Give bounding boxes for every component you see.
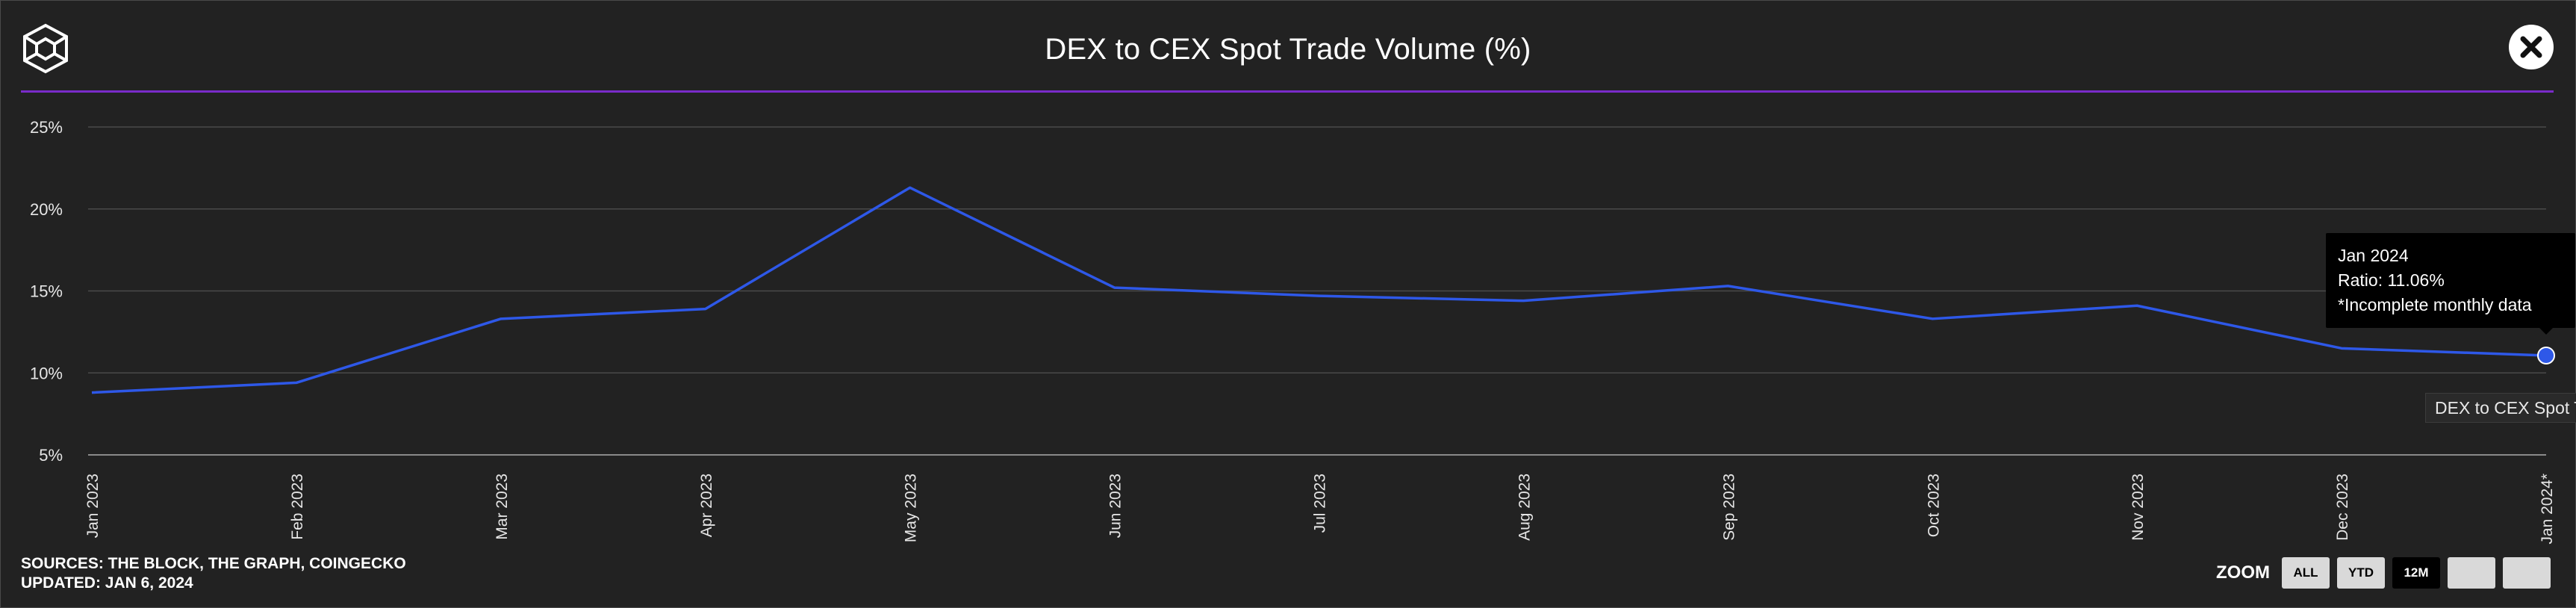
y-tick-label: 20%: [30, 200, 63, 219]
highlighted-data-point: [2537, 346, 2555, 365]
zoom-label: ZOOM: [2216, 562, 2270, 583]
tooltip-pointer: [2539, 327, 2554, 335]
y-tick-label: 5%: [39, 446, 63, 465]
tooltip-ratio: Ratio: 11.06%: [2338, 270, 2445, 290]
chart-header: DEX to CEX Spot Trade Volume (%): [0, 0, 2576, 93]
tooltip-note: *Incomplete monthly data: [2338, 295, 2532, 314]
chart-footer: SOURCES: THE BLOCK, THE GRAPH, COINGECKO…: [21, 554, 406, 593]
header-divider: [21, 90, 2554, 93]
zoom-all-button[interactable]: ALL: [2282, 557, 2330, 589]
x-tick-label: Jan 2023: [84, 474, 102, 538]
x-tick-label: Apr 2023: [698, 474, 715, 537]
chart-title: DEX to CEX Spot Trade Volume (%): [1045, 33, 1531, 66]
x-tick-label: Aug 2023: [1516, 474, 1533, 541]
x-tick-label: Feb 2023: [289, 474, 306, 540]
zoom-controls: ZOOM ALL YTD 12M: [2216, 556, 2558, 590]
x-tick-label: Oct 2023: [1925, 474, 1942, 537]
zoom-ytd-button[interactable]: YTD: [2337, 557, 2385, 589]
x-tick-label: May 2023: [903, 474, 920, 542]
y-tick-label: 25%: [30, 118, 63, 137]
zoom-12m-button[interactable]: 12M: [2392, 557, 2440, 589]
sources-text: SOURCES: THE BLOCK, THE GRAPH, COINGECKO: [21, 555, 406, 572]
line-chart: 5% 10% 15% 20% 25% Jan 2023 Feb 2023 Mar 2023 A…: [30, 118, 2556, 545]
chart-tooltip: Jan 2024 Ratio: 11.06% *Incomplete month…: [2326, 233, 2575, 328]
y-tick-label: 15%: [30, 282, 63, 301]
legend-item[interactable]: DEX to CEX Spot T: [2425, 393, 2576, 423]
y-axis-ticks: 5% 10% 15% 20% 25%: [30, 118, 63, 465]
updated-text: UPDATED: JAN 6, 2024: [21, 574, 193, 592]
zoom-button-4[interactable]: [2448, 557, 2495, 589]
zoom-button-5[interactable]: [2503, 557, 2551, 589]
close-icon: [2520, 36, 2542, 58]
tooltip-date: Jan 2024: [2338, 246, 2409, 265]
series-line: [91, 186, 2547, 394]
x-tick-label: Jan 2024*: [2539, 474, 2556, 545]
y-tick-label: 10%: [30, 364, 63, 382]
close-button[interactable]: [2509, 25, 2554, 69]
x-tick-label: Mar 2023: [494, 474, 511, 540]
x-tick-label: Jun 2023: [1107, 474, 1124, 538]
x-tick-label: Jul 2023: [1312, 474, 1329, 533]
gridlines: [88, 126, 2546, 456]
the-block-cube-logo-icon: [23, 23, 68, 74]
x-axis-ticks: Jan 2023 Feb 2023 Mar 2023 Apr 2023 May 2023…: [84, 474, 2556, 545]
x-tick-label: Sep 2023: [1720, 474, 1737, 541]
x-tick-label: Nov 2023: [2129, 474, 2147, 541]
x-tick-label: Dec 2023: [2334, 474, 2351, 541]
series-points: [2537, 346, 2555, 365]
